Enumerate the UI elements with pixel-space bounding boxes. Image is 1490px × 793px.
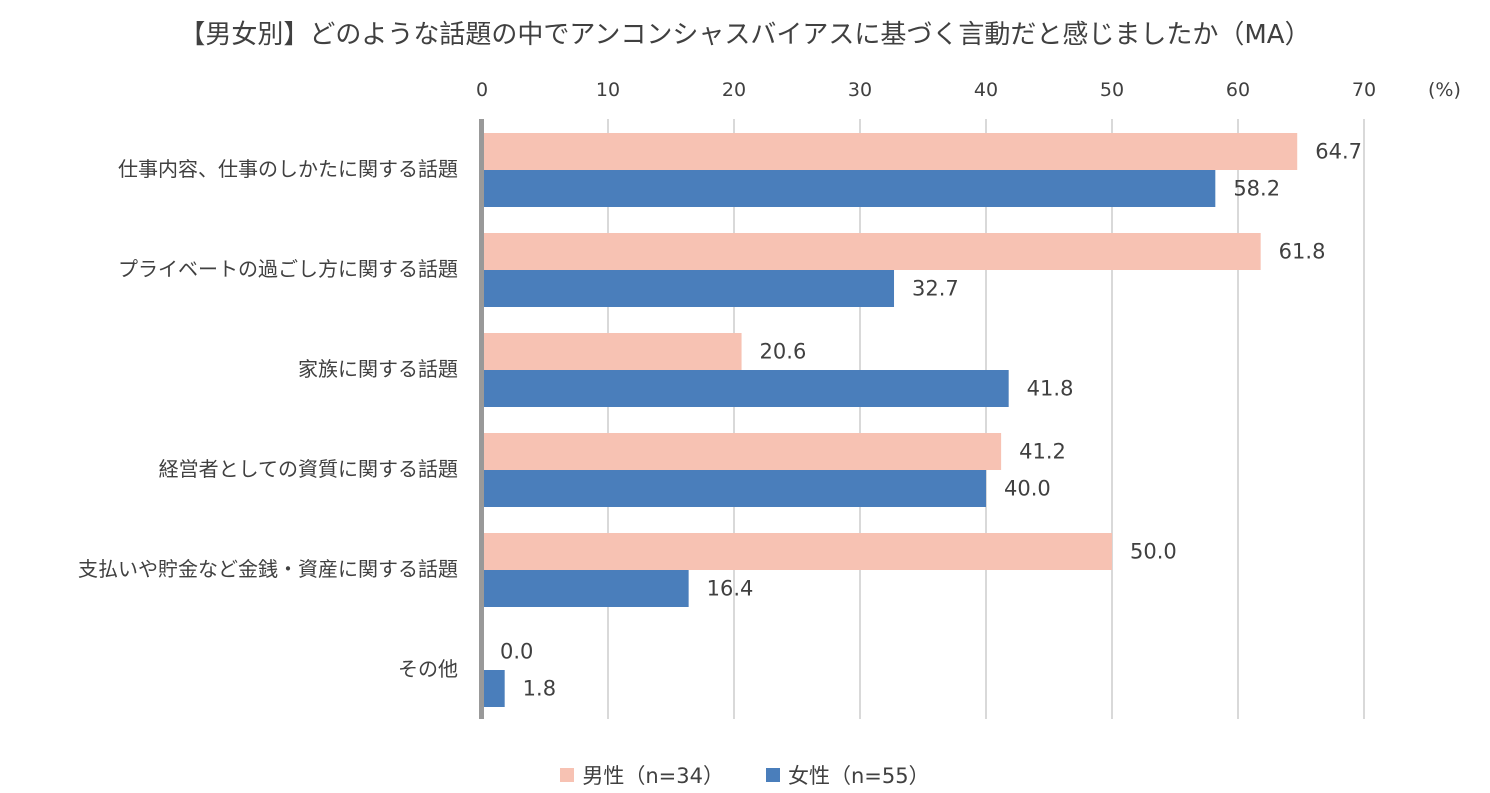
category-label: その他: [398, 657, 458, 681]
x-tick-label: 70: [1352, 79, 1376, 101]
data-label-female: 41.8: [1027, 377, 1074, 401]
gridlines: [607, 119, 1365, 719]
bar-male: [482, 133, 1298, 170]
data-label-male: 61.8: [1279, 240, 1326, 264]
data-label-male: 64.7: [1315, 140, 1362, 164]
category-label: 支払いや貯金など金銭・資産に関する話題: [78, 557, 458, 581]
data-label-male: 50.0: [1130, 540, 1177, 564]
bar-female: [482, 470, 986, 507]
bar-female: [482, 670, 505, 707]
legend-label-female: 女性（n=55）: [788, 764, 930, 788]
bar-female: [482, 270, 895, 307]
legend: 男性（n=34） 女性（n=55）: [0, 760, 1490, 790]
x-tick-label: 60: [1226, 79, 1250, 101]
legend-item-female: 女性（n=55）: [766, 760, 930, 790]
data-label-male: 0.0: [500, 640, 533, 664]
bar-female: [482, 370, 1009, 407]
x-tick-label: 50: [1100, 79, 1124, 101]
x-tick-label: 20: [722, 79, 746, 101]
data-label-female: 58.2: [1233, 177, 1280, 201]
bar-female: [482, 170, 1216, 207]
category-label: 仕事内容、仕事のしかたに関する話題: [118, 157, 458, 181]
data-label-female: 40.0: [1004, 477, 1051, 501]
data-label-female: 16.4: [707, 577, 754, 601]
data-labels: 64.7 58.2 61.8 32.7 20.6 41.8 41.2 40.0 50.0 16.4…: [500, 140, 1362, 701]
bar-female: [482, 570, 689, 607]
data-label-male: 41.2: [1019, 440, 1066, 464]
x-tick-label: 30: [848, 79, 872, 101]
bar-male: [482, 533, 1112, 570]
x-tick-label: 40: [974, 79, 998, 101]
bars: [482, 133, 1298, 707]
data-label-male: 20.6: [760, 340, 807, 364]
bar-male: [482, 233, 1261, 270]
legend-swatch-female: [766, 768, 780, 782]
x-tick-label: 10: [596, 79, 620, 101]
category-label: プライベートの過ごし方に関する話題: [118, 257, 458, 281]
legend-swatch-male: [560, 768, 575, 782]
category-label: 経営者としての資質に関する話題: [159, 457, 458, 481]
data-label-female: 32.7: [912, 277, 959, 301]
bar-male: [482, 333, 742, 370]
unit-label: (%): [1428, 79, 1461, 101]
category-label: 家族に関する話題: [298, 357, 458, 381]
x-axis-ticks: 0 10 20 30 40 50 60 70: [476, 79, 1376, 101]
category-labels: 仕事内容、仕事のしかたに関する話題プライベートの過ごし方に関する話題家族に関する…: [78, 157, 458, 681]
x-tick-label: 0: [476, 79, 488, 101]
y-axis-line: [479, 119, 484, 719]
legend-label-male: 男性（n=34）: [582, 764, 724, 788]
data-label-female: 1.8: [523, 677, 556, 701]
bar-male: [482, 433, 1002, 470]
chart-title: 【男女別】どのような話題の中でアンコンシャスバイアスに基づく言動だと感じましたか…: [179, 20, 1311, 50]
legend-item-male: 男性（n=34）: [560, 760, 724, 790]
